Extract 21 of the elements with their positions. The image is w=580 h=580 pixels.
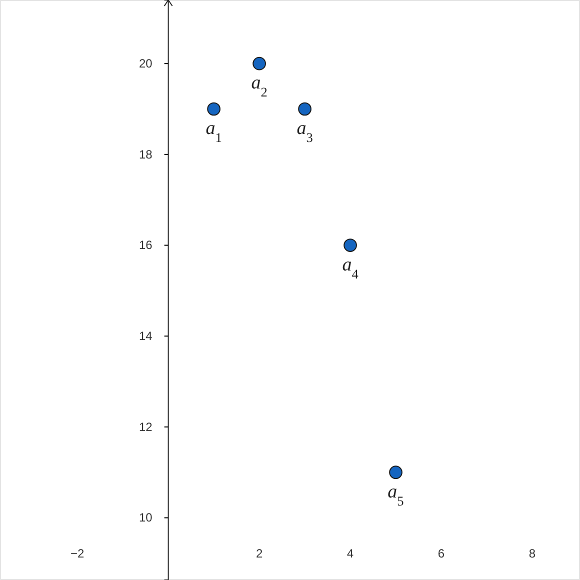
x-tick-label: 8 (528, 546, 536, 561)
y-tick-label: 14 (138, 328, 153, 343)
point (207, 102, 220, 116)
y-tick-label: 10 (138, 510, 153, 525)
annotation: a$_{3}$ (296, 118, 314, 145)
annotation: a$_{1}$ (206, 118, 222, 145)
y-tick-label: 16 (138, 238, 153, 252)
x-tick-label: 4 (346, 546, 354, 561)
x-tick-label: 2 (256, 546, 263, 561)
y-tick-label: 12 (138, 420, 153, 434)
annotation: a$_{4}$ (342, 254, 359, 281)
y-tick-label: 20 (138, 56, 153, 70)
annotation: a$_{5}$ (388, 481, 404, 508)
y-tick-label: 18 (138, 147, 153, 162)
annotation: a$_{2}$ (251, 72, 268, 100)
point (298, 102, 312, 116)
point (252, 56, 266, 70)
x-tick-label: −2 (70, 546, 84, 561)
point (389, 466, 402, 480)
x-tick-label: 6 (438, 546, 445, 561)
point (344, 238, 357, 252)
